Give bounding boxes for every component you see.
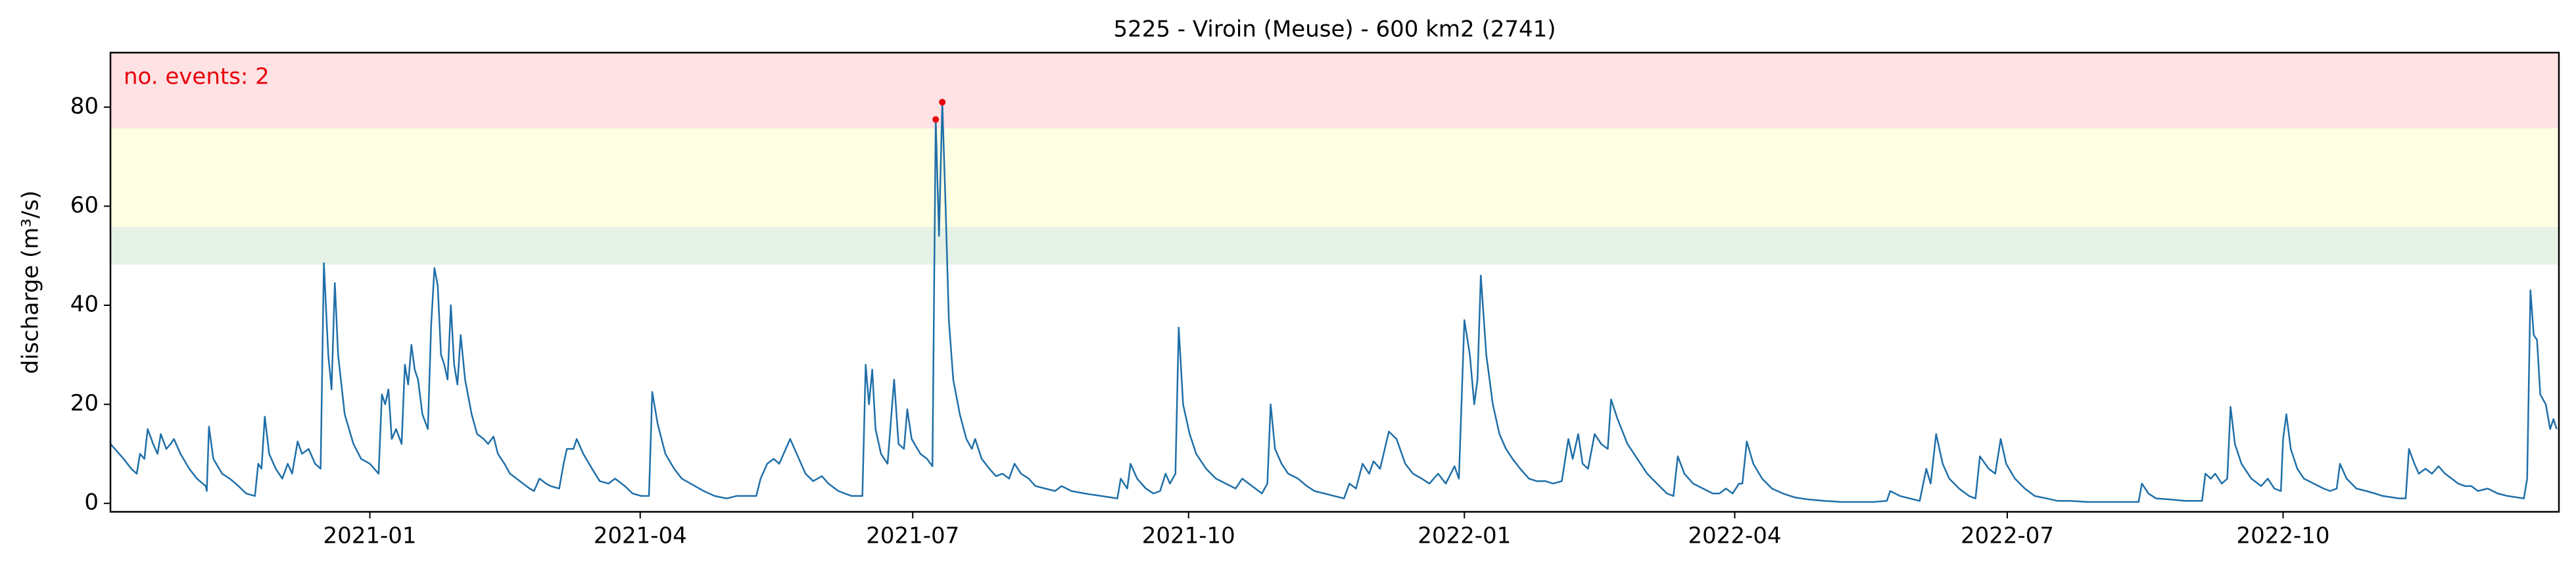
x-tick-label: 2021-07 bbox=[866, 523, 959, 549]
threshold-band bbox=[110, 227, 2559, 265]
plot-area bbox=[110, 53, 2559, 503]
plot-frame bbox=[109, 51, 2560, 513]
x-tick-label: 2022-01 bbox=[1418, 523, 1511, 549]
x-tick-label: 2022-10 bbox=[2236, 523, 2329, 549]
event-point bbox=[932, 116, 940, 123]
y-tick-label: 80 bbox=[70, 93, 99, 119]
y-tick-label: 40 bbox=[70, 291, 99, 318]
discharge-line bbox=[110, 101, 2558, 503]
x-tick-label: 2022-07 bbox=[1961, 523, 2054, 549]
y-tick-label: 20 bbox=[70, 390, 99, 416]
chart-title: 5225 - Viroin (Meuse) - 600 km2 (2741) bbox=[1113, 16, 1556, 43]
event-point bbox=[939, 99, 946, 106]
x-tick-label: 2021-04 bbox=[594, 523, 687, 549]
x-tick-label: 2021-01 bbox=[323, 523, 417, 549]
y-axis-label: discharge (m³/s) bbox=[18, 191, 44, 374]
y-tick-label: 0 bbox=[84, 489, 99, 516]
x-tick-label: 2022-04 bbox=[1688, 523, 1781, 549]
x-tick-label: 2021-10 bbox=[1142, 523, 1235, 549]
threshold-band bbox=[110, 128, 2559, 228]
annotation: no. events: 2 bbox=[124, 64, 270, 90]
threshold-band bbox=[110, 53, 2559, 129]
y-tick-label: 60 bbox=[70, 192, 99, 218]
